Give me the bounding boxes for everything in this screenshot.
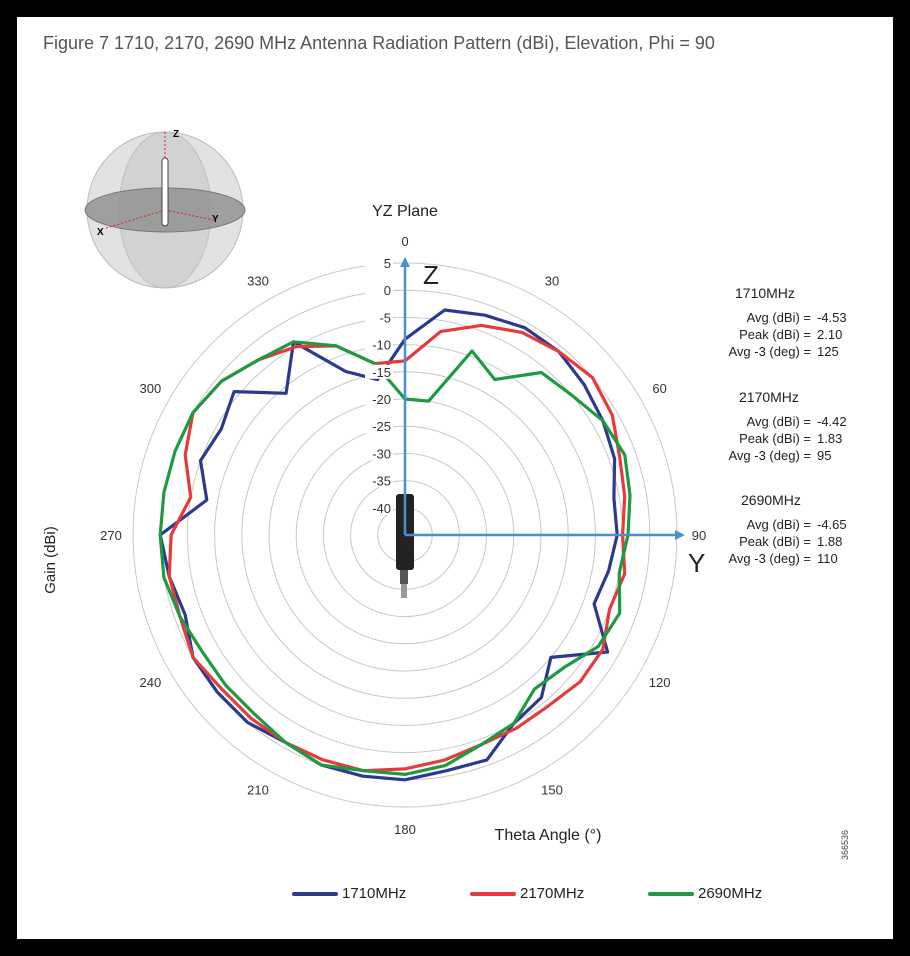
- legend-swatch-2690: [648, 891, 694, 896]
- stats-label: Avg (dBi) =: [746, 414, 811, 429]
- stats-avg3-1710: 125: [817, 344, 839, 359]
- radial-label-bg: [365, 500, 393, 515]
- radial-label-bg: [365, 473, 393, 488]
- z-axis-label: Z: [423, 260, 439, 290]
- legend-item-2170: 2170MHz: [470, 885, 584, 902]
- angle-tick-label: 120: [649, 675, 671, 690]
- radial-tick-label: -15: [372, 365, 391, 380]
- stats-label: Avg -3 (deg) =: [728, 344, 811, 359]
- angle-tick-labels: 0 30 60 90 120 150 180 210 240 270 300 330: [100, 234, 706, 837]
- legend-swatch-1710: [292, 891, 338, 896]
- stats-peak-1710: 2.10: [817, 327, 843, 342]
- stats-block-2690: 2690MHz Avg (dBi) = -4.65 Peak (dBi) = 1.8…: [715, 492, 863, 567]
- radial-tick-labels: 5 0 -5 -10 -15 -20 -25 -30 -35 -40: [365, 256, 393, 516]
- inset-y-label: Y: [212, 214, 219, 225]
- stats-label: Peak (dBi) =: [739, 534, 811, 549]
- angle-tick-label: 60: [652, 381, 666, 396]
- y-axis-title: Gain (dBi): [42, 526, 59, 594]
- angle-tick-label: 240: [140, 675, 162, 690]
- legend-label-2690: 2690MHz: [698, 885, 763, 902]
- stats-avg-2690: -4.65: [817, 517, 847, 532]
- radial-label-bg: [365, 419, 393, 434]
- y-axis-arrowhead: [675, 530, 685, 540]
- stats-avg3-2690: 110: [817, 551, 838, 566]
- angle-tick-label: 270: [100, 528, 122, 543]
- angle-tick-label: 330: [247, 273, 269, 288]
- stats-label: Avg (dBi) =: [746, 517, 811, 532]
- stats-label: Avg -3 (deg) =: [728, 551, 811, 566]
- legend-label-2170: 2170MHz: [520, 885, 585, 902]
- legend-item-1710: 1710MHz: [292, 885, 406, 902]
- radial-label-bg: [365, 310, 393, 325]
- stats-label: Avg (dBi) =: [746, 310, 811, 325]
- inset-x-label: X: [97, 227, 104, 238]
- radial-tick-label: 5: [384, 256, 391, 271]
- angle-tick-label: 300: [140, 381, 162, 396]
- stats-freq-1710: 1710MHz: [735, 285, 795, 301]
- radial-label-bg: [365, 392, 393, 406]
- angle-tick-label: 180: [394, 822, 416, 837]
- angle-tick-label: 30: [545, 273, 559, 288]
- radial-tick-label: 0: [384, 283, 391, 298]
- stats-freq-2690: 2690MHz: [741, 492, 801, 508]
- stats-label: Peak (dBi) =: [739, 431, 811, 446]
- angle-tick-label: 210: [247, 783, 269, 798]
- radial-tick-label: -20: [372, 392, 391, 407]
- stats-peak-2170: 1.83: [817, 431, 843, 446]
- stats-avg-2170: -4.42: [817, 414, 847, 429]
- legend-item-2690: 2690MHz: [648, 885, 762, 902]
- stats-label: Peak (dBi) =: [739, 327, 811, 342]
- series-lines: [158, 308, 632, 782]
- plot-axes: Z Y: [400, 257, 705, 578]
- radial-label-bg: [365, 337, 393, 352]
- legend-label-1710: 1710MHz: [342, 885, 407, 902]
- angle-tick-label: 150: [541, 783, 563, 798]
- radial-label-bg: [365, 283, 393, 298]
- radial-label-bg: [365, 364, 393, 379]
- radial-tick-label: -35: [372, 474, 391, 489]
- radial-tick-label: -5: [379, 310, 391, 325]
- stats-avg3-2170: 95: [817, 448, 832, 463]
- radial-tick-label: -25: [372, 419, 391, 434]
- orientation-inset-icon: Z X Y: [84, 129, 246, 289]
- radial-tick-label: -40: [372, 501, 391, 516]
- figure-caption: Figure 7 1710, 2170, 2690 MHz Antenna Ra…: [43, 33, 715, 53]
- radial-label-bg: [365, 446, 393, 461]
- document-id: 366536: [840, 829, 850, 860]
- angle-tick-label: 90: [692, 528, 706, 543]
- stats-block-1710: 1710MHz Avg (dBi) = -4.53 Peak (dBi) = 2.1…: [715, 285, 863, 360]
- stats-freq-2170: 2170MHz: [739, 389, 799, 405]
- legend-swatch-2170: [470, 891, 516, 896]
- radial-label-bg: [365, 256, 393, 270]
- angle-tick-label: 0: [401, 234, 408, 249]
- inset-z-label: Z: [173, 129, 179, 140]
- stats-peak-2690: 1.88: [817, 534, 843, 549]
- z-axis-arrowhead: [400, 257, 410, 267]
- radial-tick-label: -30: [372, 446, 391, 461]
- radial-tick-label: -10: [372, 338, 391, 353]
- x-axis-title: Theta Angle (°): [495, 827, 602, 844]
- series-line-2690MHz: [158, 340, 632, 776]
- y-axis-label: Y: [688, 548, 705, 578]
- stats-avg-1710: -4.53: [817, 310, 847, 325]
- stats-block-2170: 2170MHz Avg (dBi) = -4.42 Peak (dBi) = 1.8…: [715, 389, 863, 464]
- chart-title: YZ Plane: [372, 203, 438, 220]
- stats-label: Avg -3 (deg) =: [728, 448, 811, 463]
